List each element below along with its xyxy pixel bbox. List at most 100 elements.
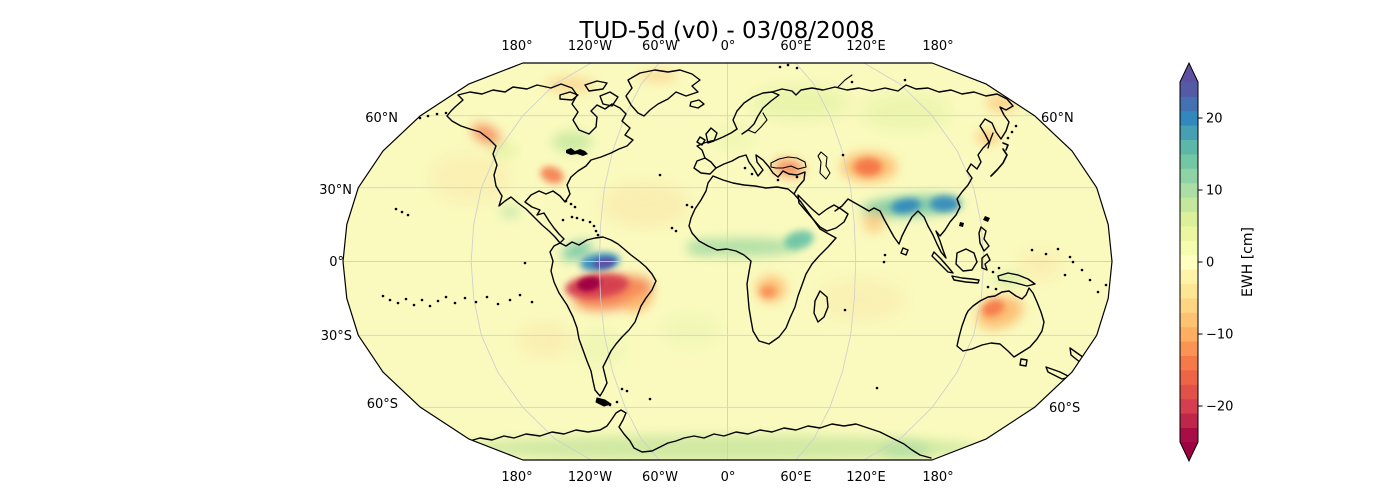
anomaly-field [430, 70, 1062, 460]
island-dot-75 [903, 78, 907, 82]
anomaly-blob-15 [460, 435, 980, 460]
island-dot-52 [795, 66, 799, 70]
island-dot-50 [778, 65, 782, 69]
island-dot-55 [1010, 130, 1014, 134]
lat-label-right-1: 60°S [1049, 401, 1080, 416]
island-dot-14 [474, 300, 478, 304]
anomaly-blob-4 [1018, 251, 1062, 279]
island-dot-38 [596, 233, 600, 237]
island-dot-63 [1056, 247, 1060, 251]
colorbar-segment-7 [1180, 326, 1198, 342]
coast-asia-main [771, 84, 1014, 259]
coast-europe-west [696, 128, 738, 159]
anomaly-blob-20 [686, 241, 714, 255]
colorbar-segment-11 [1180, 269, 1198, 284]
map-outline [342, 62, 1113, 461]
island-dot-60 [994, 287, 998, 291]
anomaly-blob-13 [576, 330, 624, 366]
island-dot-22 [435, 112, 439, 116]
colorbar-segment-10 [1180, 283, 1198, 299]
island-dot-68 [1088, 278, 1092, 282]
anomaly-blob-18 [500, 206, 520, 218]
island-dot-72 [882, 260, 886, 264]
island-dot-40 [575, 216, 579, 220]
island-dot-61 [1030, 248, 1034, 252]
coast-java [951, 275, 980, 284]
island-dot-49 [795, 175, 799, 179]
lon-label-bottom-1: 120°W [568, 470, 612, 485]
anomaly-blob-5 [545, 77, 595, 93]
island-dot-25 [620, 387, 624, 391]
coast-caspian-sea [817, 151, 831, 180]
island-dot-69 [1096, 290, 1100, 294]
anomaly-blob-40 [760, 286, 776, 298]
lon-label-top-4: 60°E [780, 39, 811, 54]
colorbar-segment-19 [1180, 154, 1198, 169]
anomaly-blob-38 [981, 299, 1005, 317]
island-dot-8 [420, 298, 424, 302]
anomaly-blob-6 [638, 70, 678, 82]
island-dot-4 [388, 298, 392, 302]
island-dot-21 [426, 114, 430, 118]
island-dot-9 [428, 304, 432, 308]
anomaly-blob-11 [552, 131, 592, 153]
coast-australia [956, 287, 1045, 358]
island-dot-67 [1080, 268, 1084, 272]
island-dot-71 [883, 253, 887, 257]
island-dot-19 [530, 300, 534, 304]
coast-tasmania [1019, 358, 1028, 367]
coast-uk-ireland [696, 127, 718, 146]
island-dot-58 [997, 266, 1001, 270]
coast-arabia [797, 194, 849, 232]
lon-label-top-0: 180° [501, 39, 532, 54]
colorbar-gradient [1180, 63, 1198, 461]
graticule [343, 63, 1112, 460]
lon-label-bottom-0: 180° [501, 470, 532, 485]
anomaly-blob-9 [860, 94, 950, 130]
island-dot-28 [608, 403, 612, 407]
island-dot-16 [496, 302, 500, 306]
colorbar-segment-5 [1180, 355, 1198, 371]
colorbar-ticks: 20 10 0 −10 −20 [1198, 112, 1233, 415]
lat-label-left-1: 30°N [319, 183, 352, 198]
island-dot-64 [1068, 255, 1072, 259]
meridian-60e [795, 63, 857, 460]
anomaly-blob-0 [600, 183, 690, 227]
island-dot-54 [1006, 136, 1010, 140]
island-dot-46 [743, 166, 747, 170]
colorbar-segment-2 [1180, 398, 1198, 414]
island-dot-66 [1071, 260, 1075, 264]
anomaly-blob-14 [660, 314, 720, 346]
lon-label-top-2: 60°W [642, 39, 678, 54]
anomaly-blob-35 [471, 124, 501, 144]
coast-mediterranean-north [715, 154, 806, 195]
anomaly-blob-8 [750, 87, 850, 119]
colorbar-segment-14 [1180, 226, 1198, 241]
island-dot-6 [404, 297, 408, 301]
lat-label-left-4: 60°S [367, 397, 398, 412]
island-dot-73 [843, 308, 847, 312]
figure-title: TUD-5d (v0) - 03/08/2008 [578, 18, 874, 44]
coast-borneo [955, 248, 978, 272]
island-dot-17 [508, 298, 512, 302]
island-dot-56 [1014, 124, 1018, 128]
colorbar-segment-3 [1180, 384, 1198, 400]
coast-sulawesi [981, 253, 991, 271]
colorbar-segment-9 [1180, 298, 1198, 313]
island-dot-26 [625, 389, 629, 393]
coast-sri-lanka [900, 247, 909, 256]
island-dot-74 [875, 386, 879, 390]
coast-south-america [549, 236, 657, 397]
island-dots [381, 63, 1108, 407]
anomaly-blob-27 [593, 257, 615, 269]
island-dot-33 [561, 218, 565, 222]
lat-label-left-3: 30°S [321, 329, 352, 344]
colorbar-segment-17 [1180, 182, 1198, 198]
colorbar-segment-1 [1180, 413, 1198, 428]
island-dot-15 [485, 295, 489, 299]
island-dot-24 [523, 261, 527, 265]
coastlines [446, 69, 1088, 459]
lat-label-left-0: 60°N [365, 111, 398, 126]
island-dot-51 [786, 63, 790, 67]
